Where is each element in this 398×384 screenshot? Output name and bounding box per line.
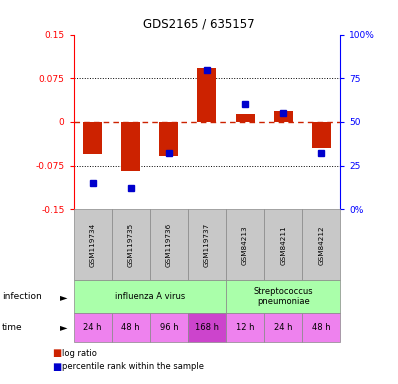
Text: ■: ■ xyxy=(52,348,61,358)
Bar xyxy=(236,114,255,122)
Text: GSM119735: GSM119735 xyxy=(128,223,134,267)
Text: 48 h: 48 h xyxy=(312,323,331,332)
Bar xyxy=(197,68,217,122)
Text: 12 h: 12 h xyxy=(236,323,254,332)
Text: 96 h: 96 h xyxy=(160,323,178,332)
Text: GSM84211: GSM84211 xyxy=(280,225,286,265)
Text: influenza A virus: influenza A virus xyxy=(115,292,185,301)
Text: log ratio: log ratio xyxy=(62,349,97,358)
Bar xyxy=(274,111,293,122)
Text: GSM119737: GSM119737 xyxy=(204,223,210,267)
Text: GDS2165 / 635157: GDS2165 / 635157 xyxy=(143,17,255,30)
Bar xyxy=(312,122,331,148)
Text: ►: ► xyxy=(60,291,67,302)
Text: 168 h: 168 h xyxy=(195,323,219,332)
Text: GSM84213: GSM84213 xyxy=(242,225,248,265)
Text: GSM119736: GSM119736 xyxy=(166,223,172,267)
Text: time: time xyxy=(2,323,23,332)
Text: 24 h: 24 h xyxy=(84,323,102,332)
Text: Streptococcus
pneumoniae: Streptococcus pneumoniae xyxy=(254,287,313,306)
Text: ►: ► xyxy=(60,322,67,333)
Text: GSM84212: GSM84212 xyxy=(318,225,324,265)
Text: 48 h: 48 h xyxy=(121,323,140,332)
Text: infection: infection xyxy=(2,292,42,301)
Text: percentile rank within the sample: percentile rank within the sample xyxy=(62,362,204,371)
Bar xyxy=(121,122,140,171)
Text: ■: ■ xyxy=(52,362,61,372)
Bar xyxy=(83,122,102,154)
Text: GSM119734: GSM119734 xyxy=(90,223,96,267)
Text: 24 h: 24 h xyxy=(274,323,293,332)
Bar xyxy=(159,122,178,156)
